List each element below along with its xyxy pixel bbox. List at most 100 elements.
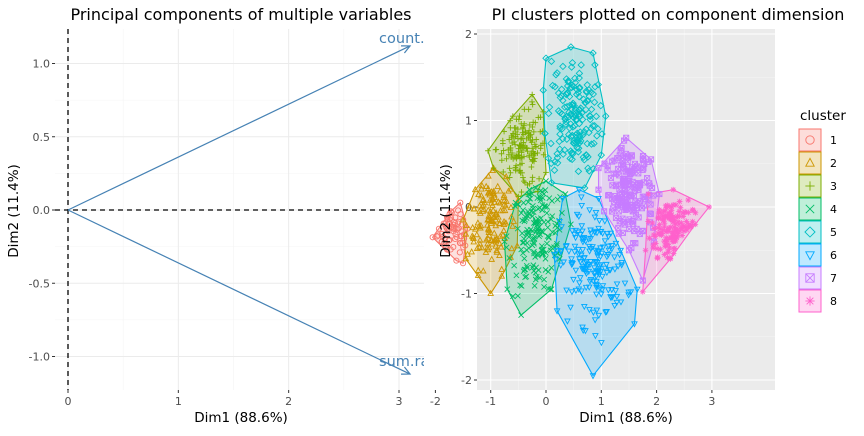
right-y-tick-label: 1	[465, 115, 472, 128]
point-stroke	[604, 162, 611, 169]
cluster-point	[506, 255, 513, 261]
point-stroke	[626, 225, 633, 233]
cluster-point	[564, 318, 571, 325]
point-stroke	[548, 286, 555, 293]
point-stroke	[613, 181, 620, 188]
cluster-point	[513, 242, 521, 249]
point-stroke	[646, 180, 653, 187]
cluster-point	[568, 261, 576, 269]
point-stroke	[672, 234, 678, 239]
cluster-point	[629, 218, 636, 225]
cluster-point	[514, 196, 522, 203]
legend-item-label: 4	[830, 203, 837, 216]
cluster-point	[572, 227, 580, 235]
cluster-point	[672, 238, 679, 244]
point-stroke	[619, 157, 626, 164]
cluster-point	[499, 231, 507, 238]
cluster-point	[568, 228, 576, 235]
cluster-point	[667, 256, 674, 262]
cluster-point	[593, 132, 601, 140]
point-stroke	[679, 233, 685, 238]
cluster-point	[587, 258, 594, 266]
point-stroke	[620, 178, 626, 185]
cluster-point	[500, 169, 507, 175]
cluster-point	[592, 209, 600, 217]
cluster-point	[615, 224, 622, 231]
cluster-point	[534, 195, 541, 202]
point-stroke	[668, 256, 673, 262]
cluster-point	[549, 213, 556, 220]
cluster-point	[625, 247, 632, 254]
legend-key-box	[798, 128, 822, 152]
cluster-point	[492, 146, 499, 153]
cluster-point	[519, 135, 525, 142]
point-stroke	[539, 202, 546, 208]
cluster-point	[531, 282, 538, 289]
cluster-point	[529, 178, 536, 185]
cluster-point	[526, 122, 533, 128]
cluster-point	[565, 124, 574, 132]
cluster-point	[605, 191, 613, 199]
right-y-tick-label: -1	[461, 288, 472, 301]
cluster-point	[534, 150, 541, 156]
cluster-point	[509, 222, 516, 229]
point-stroke	[692, 221, 698, 227]
point-stroke	[545, 233, 552, 240]
point-stroke	[556, 255, 563, 262]
cluster-point	[501, 234, 509, 241]
cluster-point	[648, 156, 655, 163]
cluster-point	[598, 130, 606, 138]
point-stroke	[632, 198, 639, 205]
cluster-point	[532, 119, 539, 126]
cluster-point	[500, 217, 508, 225]
cluster-point	[491, 237, 498, 244]
cluster-point	[604, 252, 612, 259]
point-stroke	[525, 233, 532, 240]
cluster-point	[575, 84, 584, 93]
point-stroke	[630, 240, 637, 247]
point-stroke	[509, 293, 516, 300]
cluster-point	[670, 230, 676, 236]
cluster-points-8	[639, 186, 712, 295]
cluster-point	[624, 206, 631, 213]
cluster-point	[692, 209, 699, 216]
cluster-point	[501, 128, 507, 135]
legend-items: 1 2 3 4 5 6 7 8	[798, 128, 837, 313]
cluster-point	[518, 210, 525, 216]
left-y-tick-label: 1.0	[33, 58, 51, 71]
cluster-point	[558, 110, 567, 118]
point-stroke	[633, 182, 640, 188]
cluster-point	[481, 198, 489, 206]
point-stroke	[647, 201, 654, 208]
cluster-point	[544, 240, 550, 247]
cluster-point	[528, 139, 535, 146]
point-stroke	[529, 228, 536, 234]
cluster-point	[595, 195, 602, 203]
legend-item-7: 7	[798, 266, 837, 290]
point-stroke	[528, 190, 535, 197]
point-stroke	[618, 144, 625, 152]
cluster-point	[553, 69, 561, 77]
variable-arrow-head	[401, 45, 412, 54]
cluster-point	[538, 228, 545, 235]
cluster-point	[493, 234, 501, 241]
cluster-point	[462, 255, 470, 262]
cluster-point	[492, 210, 500, 218]
cluster-point	[639, 277, 646, 284]
cluster-point	[616, 252, 623, 259]
cluster-point	[498, 150, 505, 157]
cluster-point	[632, 198, 639, 205]
cluster-point	[512, 141, 518, 148]
cluster-point	[567, 43, 575, 51]
point-stroke	[671, 246, 677, 252]
cluster-point	[559, 210, 565, 216]
cluster-point	[568, 148, 577, 157]
cluster-point	[609, 205, 616, 212]
point-stroke	[506, 255, 513, 261]
cluster-point	[583, 270, 590, 278]
right-x-tick-label: 3	[708, 395, 715, 408]
cluster-points-2	[459, 164, 522, 296]
legend-item-label: 2	[830, 157, 837, 170]
cluster-point	[495, 220, 503, 227]
right-y-tick-label: 2	[465, 28, 472, 41]
